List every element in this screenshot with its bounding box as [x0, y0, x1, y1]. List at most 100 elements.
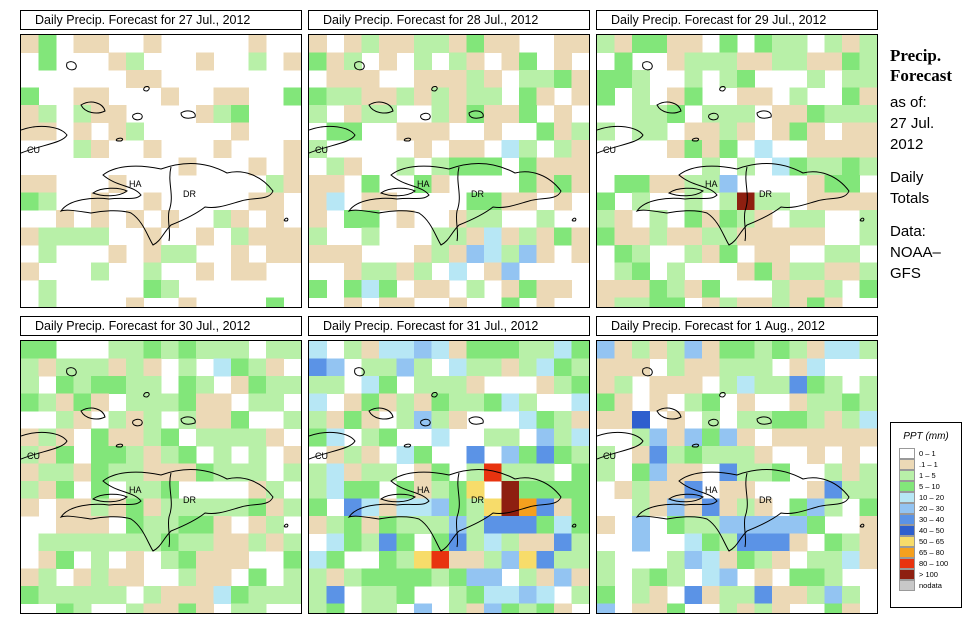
grid-cell — [379, 87, 397, 106]
coastline — [66, 61, 77, 71]
coastline — [379, 493, 416, 503]
grid-cell — [344, 87, 362, 106]
precip-map[interactable]: CU HA DR — [308, 34, 590, 308]
grid-cell — [754, 498, 773, 517]
grid-cell — [326, 70, 345, 88]
grid-cell — [632, 358, 650, 377]
grid-cell — [108, 358, 127, 377]
grid-cell — [38, 428, 57, 447]
grid-cell — [589, 210, 590, 228]
grid-cell — [536, 245, 555, 263]
grid-cell — [859, 52, 877, 71]
grid-cell — [91, 533, 109, 552]
grid-cell — [684, 192, 703, 211]
grid-cell — [519, 52, 537, 71]
grid-cell — [344, 52, 362, 71]
grid-cell — [501, 227, 520, 246]
grid-cell — [571, 358, 589, 377]
grid-cell — [702, 52, 720, 71]
grid-cell — [824, 52, 843, 71]
grid-cell — [772, 245, 790, 263]
grid-cell — [266, 586, 284, 604]
grid-cell — [597, 568, 615, 587]
grid-cell — [737, 516, 755, 534]
precip-map[interactable]: CU HA DR — [20, 34, 302, 308]
grid-cell — [143, 463, 162, 482]
grid-cell — [379, 428, 397, 447]
grid-cell — [38, 393, 57, 412]
grid-cell — [632, 122, 650, 141]
grid-cell — [519, 280, 537, 298]
grid-cell — [632, 586, 650, 604]
forecast-panel-4: Daily Precip. Forecast for 30 Jul., 2012… — [20, 316, 302, 614]
grid-cell — [859, 192, 877, 211]
grid-cell — [143, 192, 162, 211]
grid-cell — [859, 227, 877, 246]
grid-cell — [667, 262, 685, 281]
grid-cell — [466, 586, 485, 604]
grid-cell — [842, 603, 860, 613]
grid-cell — [108, 586, 127, 604]
grid-cell — [283, 463, 301, 482]
coastline — [468, 110, 484, 119]
grid-cell — [38, 280, 57, 298]
grid-cell — [702, 516, 720, 534]
grid-cell — [571, 140, 589, 158]
grid-cell — [283, 227, 301, 246]
grid-cell — [248, 428, 267, 447]
grid-cell — [178, 446, 197, 464]
grid-cell — [501, 533, 520, 552]
grid-cell — [702, 341, 720, 359]
grid-cell — [301, 446, 302, 464]
legend-label: 0 – 1 — [919, 449, 936, 458]
grid-cell — [824, 140, 843, 158]
grid-cell — [684, 428, 703, 447]
grid-cell — [614, 35, 633, 53]
grid-cell — [38, 297, 57, 307]
grid-cell — [213, 393, 232, 412]
grid-cell — [571, 568, 589, 587]
panel-title: Daily Precip. Forecast for 30 Jul., 2012 — [20, 316, 302, 336]
grid-cell — [554, 341, 572, 359]
grid-cell — [536, 516, 555, 534]
grid-cell — [589, 534, 590, 552]
grid-cell — [737, 122, 755, 141]
grid-cell — [361, 192, 380, 211]
grid-cell — [108, 568, 127, 587]
grid-cell — [501, 481, 520, 499]
grid-cell — [414, 393, 432, 412]
grid-cell — [877, 35, 878, 53]
grid-cell — [702, 586, 720, 604]
grid-cell — [632, 262, 650, 281]
coastline — [642, 61, 653, 71]
grid-cell — [667, 297, 685, 307]
precip-map[interactable]: CU HA DR — [596, 340, 878, 614]
precip-map[interactable]: CU HA DR — [308, 340, 590, 614]
grid-cell — [501, 52, 520, 71]
grid-cell — [859, 516, 877, 534]
grid-cell — [536, 122, 555, 141]
grid-cell — [449, 358, 467, 377]
grid-cell — [859, 428, 877, 447]
grid-cell — [143, 70, 162, 88]
grid-cell — [649, 376, 668, 394]
grid-cell — [589, 481, 590, 499]
grid-cell — [414, 516, 432, 534]
grid-cell — [484, 586, 502, 604]
grid-cell — [379, 551, 397, 569]
precip-map[interactable]: CU HA DR — [20, 340, 302, 614]
grid-cell — [536, 603, 555, 613]
precip-map[interactable]: CU HA DR — [596, 34, 878, 308]
grid-cell — [213, 568, 232, 587]
grid-cell — [877, 586, 878, 604]
grid-cell — [213, 87, 232, 106]
grid-cell — [807, 586, 825, 604]
legend-swatch — [899, 536, 915, 547]
coastline — [80, 101, 106, 114]
coastline — [656, 407, 682, 420]
grid-cell — [842, 175, 860, 193]
grid-cell — [772, 376, 790, 394]
grid-cell — [877, 376, 878, 394]
grid-cell — [719, 446, 738, 464]
grid-cell — [554, 140, 572, 158]
